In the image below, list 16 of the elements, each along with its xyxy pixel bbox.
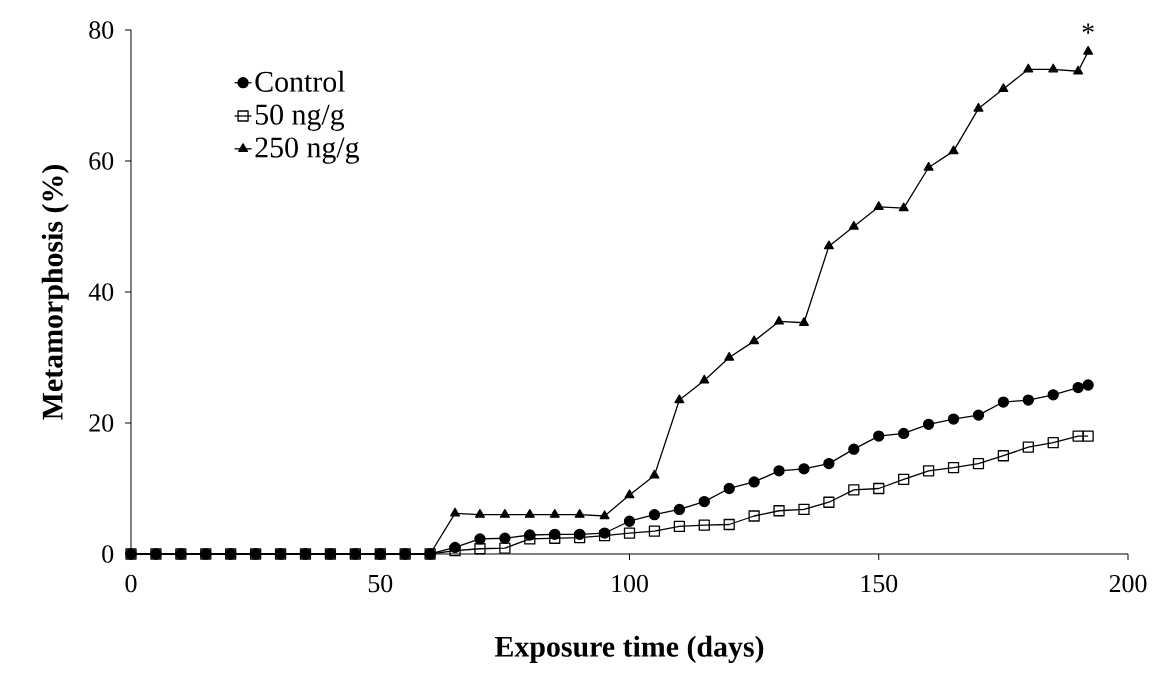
x-tick-label: 50 (368, 574, 393, 593)
y-tick-label: 20 (89, 414, 114, 432)
y-tick-label: 0 (102, 545, 114, 563)
x-axis-title: Exposure time (days) (494, 635, 764, 663)
x-tick-label: 100 (612, 574, 648, 593)
y-tick-label: 80 (89, 21, 114, 39)
y-tick-label: 60 (89, 152, 114, 170)
y-axis-title: Metamorphosis (%) (41, 165, 69, 420)
annotation: * (1082, 23, 1094, 34)
legend-label: 250 ng/g (255, 137, 360, 164)
legend-label: 50 ng/g (255, 104, 345, 131)
legend-label: Control (255, 70, 345, 92)
x-tick-label: 0 (125, 574, 137, 593)
x-tick-label: 150 (861, 574, 898, 593)
y-tick-label: 40 (88, 283, 114, 301)
x-tick-label: 200 (1109, 574, 1147, 593)
